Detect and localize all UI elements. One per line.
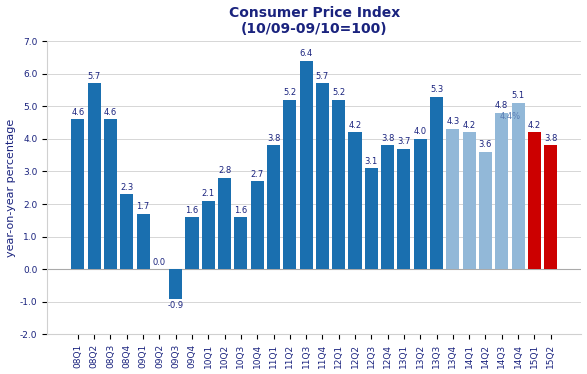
Text: 4.2: 4.2: [349, 121, 362, 130]
Text: 1.6: 1.6: [185, 205, 198, 215]
Title: Consumer Price Index
(10/09-09/10=100): Consumer Price Index (10/09-09/10=100): [228, 6, 400, 36]
Text: 5.7: 5.7: [316, 72, 329, 81]
Bar: [414, 139, 427, 269]
Bar: [267, 145, 280, 269]
Bar: [284, 100, 296, 269]
Bar: [185, 217, 198, 269]
Text: 3.8: 3.8: [267, 134, 280, 143]
Text: 1.6: 1.6: [234, 205, 248, 215]
Text: 5.7: 5.7: [87, 72, 101, 81]
Text: 2.3: 2.3: [120, 183, 133, 192]
Bar: [218, 178, 231, 269]
Bar: [120, 194, 133, 269]
Text: 4.0: 4.0: [414, 127, 427, 136]
Bar: [381, 145, 394, 269]
Bar: [234, 217, 247, 269]
Text: 2.1: 2.1: [202, 189, 215, 198]
Y-axis label: year-on-year percentage: year-on-year percentage: [5, 119, 16, 257]
Text: 4.8: 4.8: [495, 101, 508, 110]
Text: 5.3: 5.3: [430, 85, 443, 94]
Text: 4.6: 4.6: [71, 108, 85, 117]
Text: 0.0: 0.0: [153, 258, 166, 267]
Bar: [430, 96, 443, 269]
Bar: [349, 132, 362, 269]
Text: 3.6: 3.6: [479, 140, 492, 149]
Text: -0.9: -0.9: [168, 301, 184, 310]
Bar: [169, 269, 182, 298]
Bar: [528, 132, 541, 269]
Text: 4.3: 4.3: [446, 117, 460, 126]
Text: 1.7: 1.7: [136, 202, 150, 211]
Text: 3.7: 3.7: [397, 137, 410, 146]
Text: 4.6: 4.6: [104, 108, 117, 117]
Bar: [137, 214, 150, 269]
Bar: [251, 181, 264, 269]
Text: 4.2: 4.2: [528, 121, 541, 130]
Bar: [495, 113, 508, 269]
Bar: [316, 83, 329, 269]
Text: 5.1: 5.1: [511, 91, 525, 100]
Text: 5.2: 5.2: [284, 88, 296, 97]
Text: 3.1: 3.1: [365, 157, 378, 166]
Bar: [299, 61, 313, 269]
Bar: [104, 119, 117, 269]
Text: 2.7: 2.7: [251, 170, 264, 179]
Text: 4.4%: 4.4%: [500, 112, 521, 121]
Bar: [87, 83, 101, 269]
Bar: [332, 100, 345, 269]
Text: 2.8: 2.8: [218, 166, 231, 175]
Bar: [463, 132, 475, 269]
Text: 4.2: 4.2: [463, 121, 475, 130]
Bar: [544, 145, 557, 269]
Bar: [72, 119, 85, 269]
Text: 6.4: 6.4: [299, 49, 313, 58]
Bar: [511, 103, 525, 269]
Bar: [446, 129, 460, 269]
Bar: [365, 168, 378, 269]
Bar: [397, 148, 410, 269]
Text: 3.8: 3.8: [381, 134, 394, 143]
Text: 3.8: 3.8: [544, 134, 557, 143]
Bar: [479, 152, 492, 269]
Bar: [202, 201, 215, 269]
Text: 5.2: 5.2: [332, 88, 345, 97]
